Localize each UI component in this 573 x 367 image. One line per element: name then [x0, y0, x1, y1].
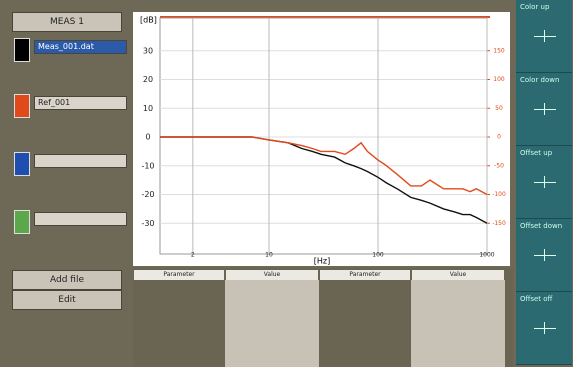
file-select[interactable]: Meas_001.dat [34, 40, 127, 54]
side-button[interactable]: Offset up [516, 146, 572, 219]
mode-button[interactable]: MEAS 1 [12, 12, 122, 32]
table-header: Parameter [320, 270, 410, 280]
y-label: [dB] [140, 16, 157, 25]
table-header: Value [412, 270, 504, 280]
side-button[interactable]: Offset off [516, 292, 572, 365]
y-tick-label: -20 [141, 190, 154, 199]
y-tick-label: 30 [143, 46, 153, 55]
plot-frame [159, 17, 488, 255]
y2-tick-label: 0 [497, 134, 501, 141]
side-button[interactable]: Color up [516, 0, 572, 73]
file-select[interactable] [34, 212, 127, 226]
series-line [160, 136, 488, 196]
series-line [160, 136, 488, 224]
button-label: Offset off [520, 295, 553, 303]
y-tick-label: -10 [141, 161, 154, 170]
x-tick-label: 1000 [479, 252, 494, 259]
y2-tick-label: 100 [493, 76, 505, 83]
y2-tick-label: -150 [492, 220, 506, 227]
swatch[interactable] [14, 152, 30, 176]
swatch[interactable] [14, 38, 30, 62]
x-tick-label: 2 [191, 252, 195, 259]
edit-button[interactable]: Edit [12, 290, 122, 310]
button-label: Offset down [520, 222, 563, 230]
value-column [225, 280, 319, 367]
value-column [411, 280, 505, 367]
table [133, 268, 513, 367]
button-label: Color up [520, 3, 550, 11]
y-tick-label: 10 [143, 104, 153, 113]
x-tick-label: 100 [372, 252, 384, 259]
x-tick-label: 10 [265, 252, 273, 259]
y2-tick-label: 150 [493, 47, 505, 54]
file-select[interactable] [34, 154, 127, 168]
table-header: Value [226, 270, 318, 280]
y-tick-label: -30 [141, 219, 154, 228]
button-label: Color down [520, 76, 560, 84]
y2-tick-label: -50 [494, 162, 504, 169]
y2-tick-label: 50 [495, 105, 503, 112]
swatch[interactable] [14, 210, 30, 234]
y2-tick-label: -100 [492, 191, 506, 198]
side-button[interactable]: Offset down [516, 219, 572, 292]
file-select[interactable]: Ref_001 [34, 96, 127, 110]
x-label: [Hz] [314, 257, 330, 266]
side-button[interactable]: Color down [516, 73, 572, 146]
button-label: Offset up [520, 149, 553, 157]
y-tick-label: 0 [145, 133, 150, 142]
y-tick-label: 20 [143, 75, 153, 84]
add-button[interactable]: Add file [12, 270, 122, 290]
swatch[interactable] [14, 94, 30, 118]
table-header: Parameter [134, 270, 224, 280]
